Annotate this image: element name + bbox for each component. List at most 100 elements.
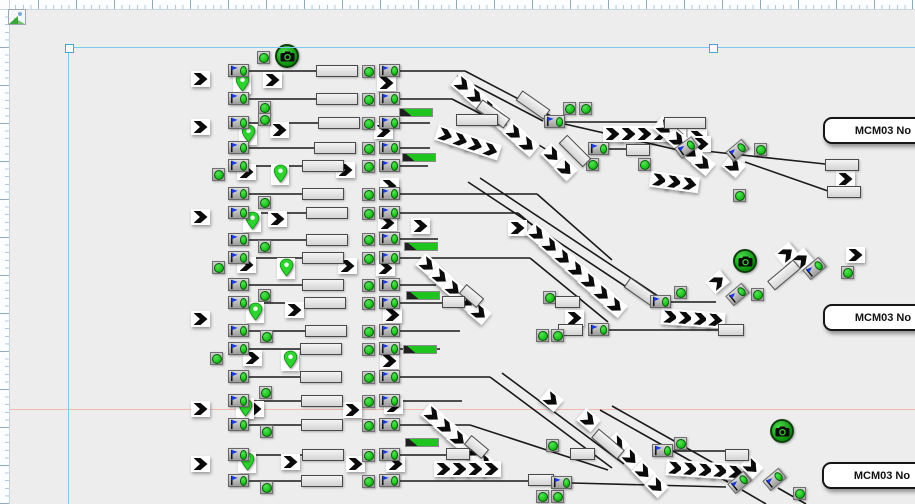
station-status-widget[interactable] (650, 295, 671, 308)
sensor-indicator-icon[interactable] (841, 266, 854, 279)
sensor-indicator-icon[interactable] (258, 240, 271, 253)
station-status-widget[interactable] (588, 142, 609, 155)
conveyor-segment[interactable] (316, 65, 358, 77)
conveyor-segment[interactable] (825, 159, 859, 171)
flow-chevron-icon[interactable] (376, 260, 395, 276)
station-status-widget[interactable] (228, 64, 249, 77)
conveyor-segment[interactable] (302, 188, 344, 200)
station-status-widget[interactable] (228, 418, 249, 431)
conveyor-segment[interactable] (305, 325, 347, 337)
station-status-widget[interactable] (588, 323, 609, 336)
selection-handle[interactable] (709, 44, 718, 53)
flow-chevron-icon[interactable] (191, 119, 210, 135)
sensor-indicator-icon[interactable] (754, 143, 767, 156)
flow-chevron-icon[interactable] (482, 461, 501, 477)
station-status-widget[interactable] (379, 116, 400, 129)
sensor-indicator-icon[interactable] (362, 65, 375, 78)
station-status-widget[interactable] (379, 370, 400, 383)
sensor-indicator-icon[interactable] (362, 160, 375, 173)
station-status-widget[interactable] (228, 187, 249, 200)
flow-chevron-icon[interactable] (508, 220, 527, 236)
conveyor-segment[interactable] (718, 324, 744, 336)
level-indicator[interactable] (399, 108, 433, 117)
sensor-indicator-icon[interactable] (258, 196, 271, 209)
camera-icon[interactable] (733, 249, 757, 273)
level-indicator[interactable] (402, 153, 436, 162)
sensor-indicator-icon[interactable] (546, 439, 559, 452)
conveyor-segment[interactable] (300, 371, 342, 383)
location-pin-icon[interactable] (239, 124, 257, 145)
station-status-widget[interactable] (379, 64, 400, 77)
sensor-indicator-icon[interactable] (751, 288, 764, 301)
conveyor-segment[interactable] (725, 449, 749, 461)
location-pin-icon[interactable] (271, 164, 289, 185)
level-indicator[interactable] (405, 438, 439, 447)
flow-chevron-icon[interactable] (411, 218, 430, 234)
flow-chevron-icon[interactable] (450, 461, 469, 477)
station-status-widget[interactable] (228, 394, 249, 407)
flow-chevron-icon[interactable] (285, 302, 304, 318)
conveyor-segment[interactable] (301, 395, 343, 407)
station-status-widget[interactable] (379, 232, 400, 245)
flow-chevron-icon[interactable] (434, 461, 453, 477)
sensor-indicator-icon[interactable] (362, 117, 375, 130)
mcm-label[interactable]: MCM03 No (823, 117, 915, 144)
flow-chevron-icon[interactable] (635, 126, 654, 142)
station-status-widget[interactable] (228, 141, 249, 154)
station-status-widget[interactable] (379, 206, 400, 219)
conveyor-segment[interactable] (555, 296, 580, 308)
location-pin-icon[interactable] (277, 258, 295, 279)
sensor-indicator-icon[interactable] (362, 371, 375, 384)
selection-handle[interactable] (65, 44, 74, 53)
station-status-widget[interactable] (379, 187, 400, 200)
flow-chevron-icon[interactable] (619, 126, 638, 142)
location-pin-icon[interactable] (233, 73, 251, 94)
flow-chevron-icon[interactable] (380, 353, 399, 369)
sensor-indicator-icon[interactable] (362, 93, 375, 106)
flow-chevron-icon[interactable] (191, 71, 210, 87)
flow-chevron-icon[interactable] (263, 72, 282, 88)
station-status-widget[interactable] (228, 251, 249, 264)
station-status-widget[interactable] (228, 296, 249, 309)
sensor-indicator-icon[interactable] (210, 352, 223, 365)
level-indicator[interactable] (406, 291, 440, 300)
sensor-indicator-icon[interactable] (733, 189, 746, 202)
station-status-widget[interactable] (228, 159, 249, 172)
flow-chevron-icon[interactable] (377, 75, 396, 91)
station-status-widget[interactable] (725, 138, 750, 163)
station-status-widget[interactable] (725, 282, 750, 307)
flow-chevron-icon[interactable] (343, 402, 362, 418)
sensor-indicator-icon[interactable] (260, 330, 273, 343)
station-status-widget[interactable] (228, 474, 249, 487)
conveyor-segment[interactable] (446, 448, 470, 460)
flow-chevron-icon[interactable] (466, 461, 485, 477)
flow-chevron-icon[interactable] (603, 126, 622, 142)
sensor-indicator-icon[interactable] (362, 188, 375, 201)
sensor-indicator-icon[interactable] (260, 425, 273, 438)
sensor-indicator-icon[interactable] (362, 297, 375, 310)
station-status-widget[interactable] (802, 256, 827, 281)
station-status-widget[interactable] (228, 342, 249, 355)
conveyor-segment[interactable] (316, 93, 358, 105)
sensor-indicator-icon[interactable] (579, 102, 592, 115)
sensor-indicator-icon[interactable] (362, 207, 375, 220)
conveyor-segment[interactable] (626, 144, 650, 156)
camera-icon[interactable] (770, 419, 794, 443)
station-status-widget[interactable] (379, 448, 400, 461)
flow-chevron-icon[interactable] (836, 171, 855, 187)
sensor-indicator-icon[interactable] (536, 329, 549, 342)
station-status-widget[interactable] (379, 141, 400, 154)
conveyor-segment[interactable] (301, 475, 343, 487)
sensor-indicator-icon[interactable] (212, 168, 225, 181)
station-status-widget[interactable] (551, 476, 572, 489)
flow-chevron-icon[interactable] (191, 401, 210, 417)
conveyor-segment[interactable] (304, 297, 346, 309)
sensor-indicator-icon[interactable] (362, 142, 375, 155)
station-status-widget[interactable] (228, 116, 249, 129)
level-indicator[interactable] (404, 242, 438, 251)
flow-chevron-icon[interactable] (678, 174, 701, 194)
station-status-widget[interactable] (762, 467, 787, 492)
sensor-indicator-icon[interactable] (362, 475, 375, 488)
sensor-indicator-icon[interactable] (362, 343, 375, 356)
station-status-widget[interactable] (228, 206, 249, 219)
